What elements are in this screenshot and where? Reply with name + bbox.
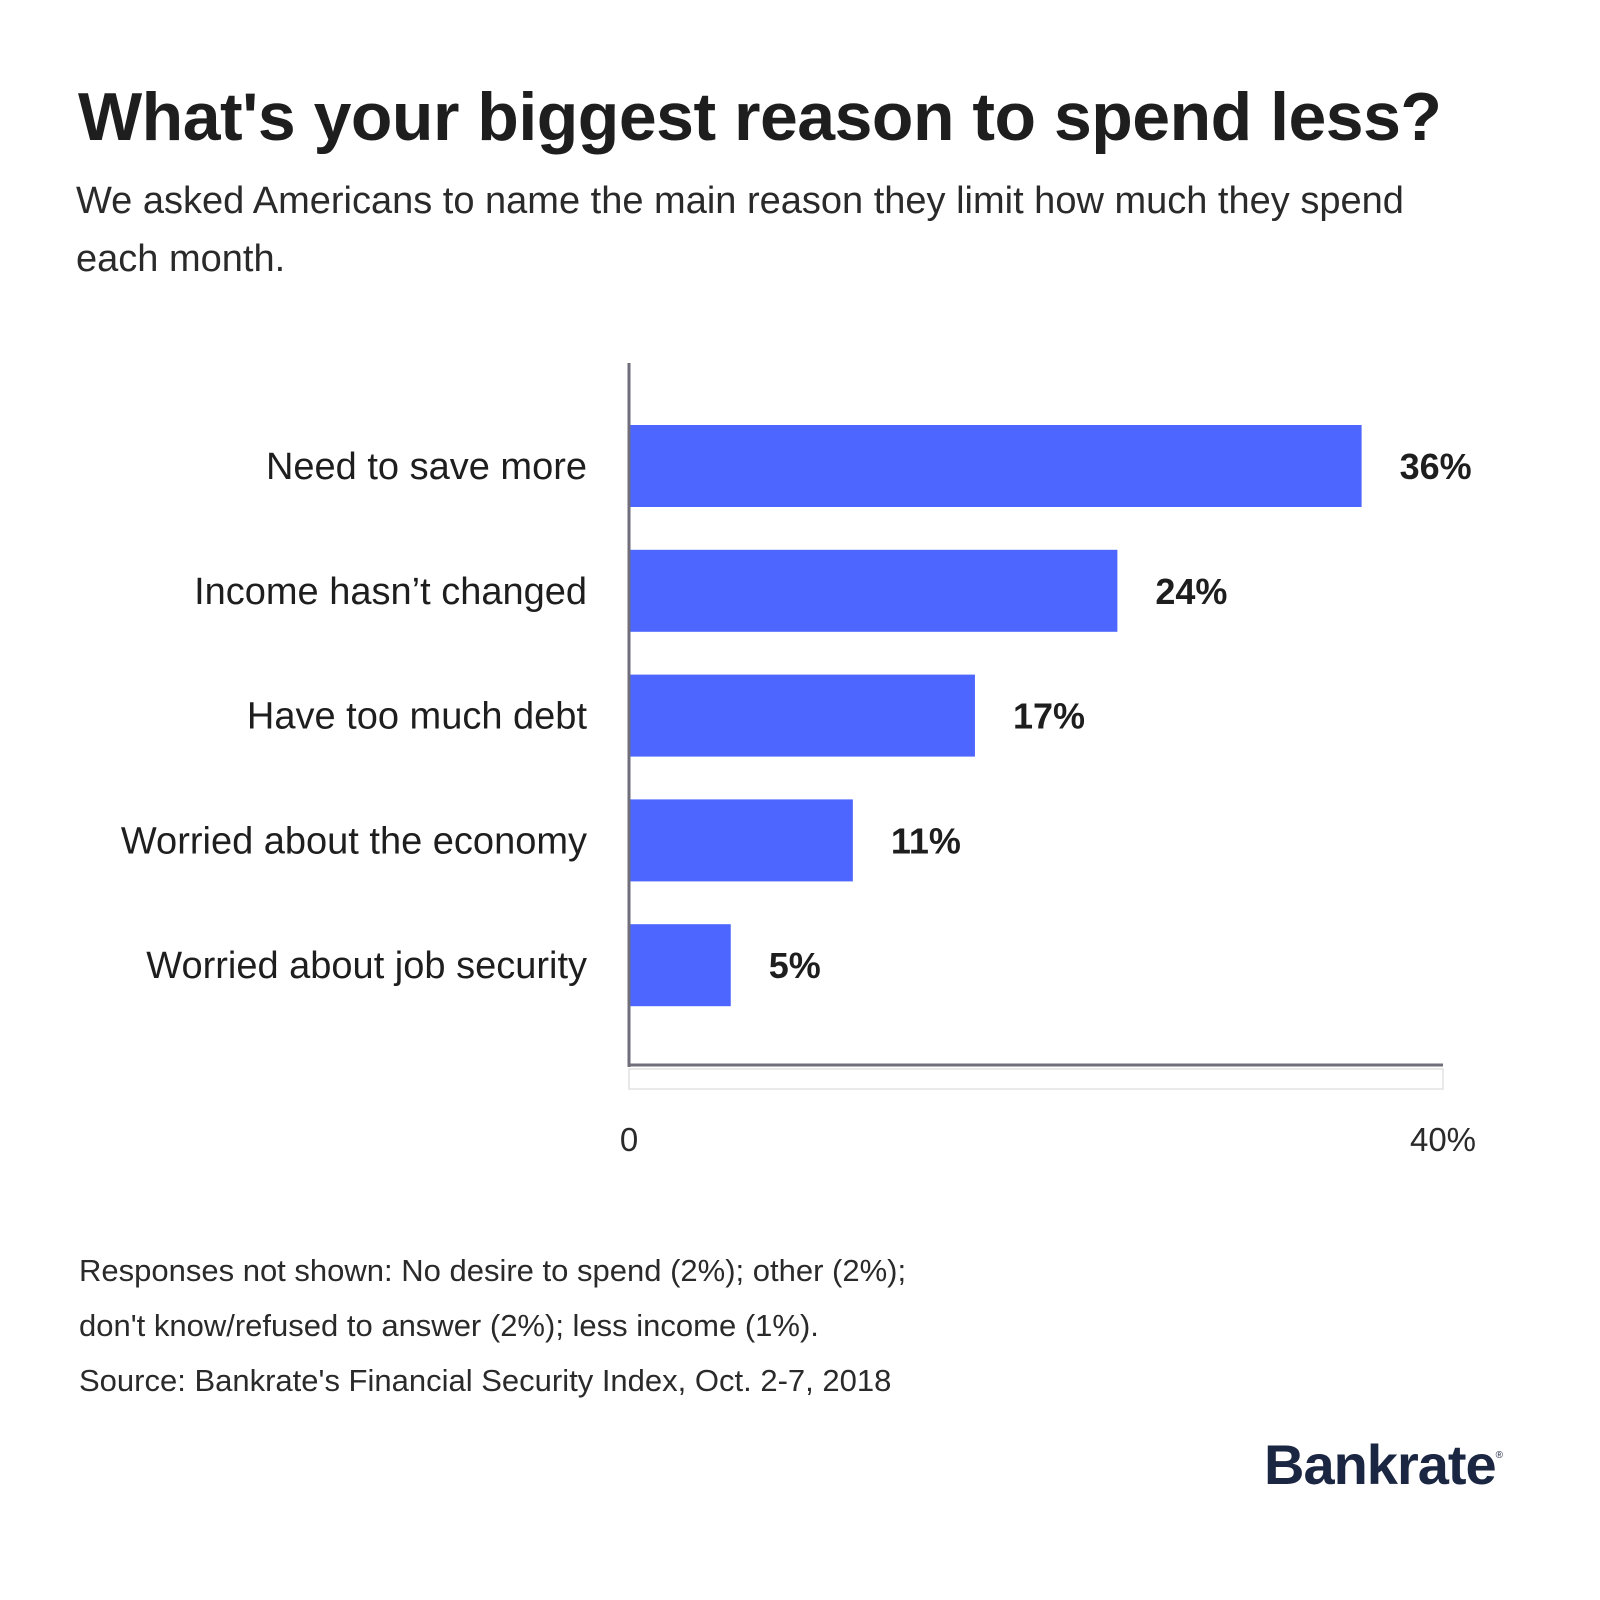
bar [629, 799, 853, 882]
bankrate-logo: Bankrate® [1264, 1432, 1503, 1497]
category-label: Need to save more [266, 446, 587, 488]
value-label: 17% [1013, 696, 1085, 737]
value-label: 11% [891, 820, 961, 861]
logo-text: Bankrate [1264, 1433, 1497, 1496]
bar [629, 674, 975, 757]
footnote-line: don't know/refused to answer (2%); less … [79, 1308, 819, 1343]
bar-chart: Need to save more 36% Income hasn’t change… [121, 363, 1476, 1158]
value-label: 24% [1155, 571, 1227, 612]
bar [629, 425, 1362, 507]
x-tick-label: 0 [620, 1121, 638, 1158]
bar [629, 549, 1118, 632]
x-tick-label: 40% [1410, 1121, 1476, 1158]
category-label: Worried about the economy [121, 820, 587, 862]
axis-band [628, 1068, 1444, 1090]
source-line: Source: Bankrate's Financial Security In… [79, 1363, 892, 1398]
value-label: 36% [1400, 446, 1472, 487]
chart-subtitle: We asked Americans to name the main reas… [76, 180, 1404, 280]
footnotes: Responses not shown: No desire to spend … [79, 1243, 906, 1408]
footnote-line: Responses not shown: No desire to spend … [79, 1253, 907, 1288]
chart-title: What's your biggest reason to spend less… [78, 79, 1442, 155]
category-label: Worried about job security [146, 945, 587, 987]
registered-mark: ® [1495, 1450, 1503, 1461]
category-label: Income hasn’t changed [194, 571, 587, 613]
value-label: 5% [769, 945, 821, 986]
bar [629, 924, 731, 1007]
category-label: Have too much debt [247, 696, 588, 738]
